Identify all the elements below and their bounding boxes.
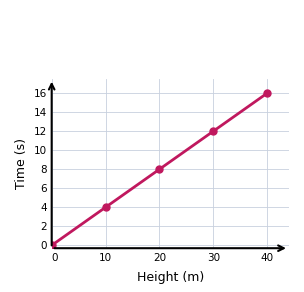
Y-axis label: Time (s): Time (s) bbox=[15, 138, 28, 189]
Text: Time taken for a paper cake case
to fall from different heights: Time taken for a paper cake case to fall… bbox=[35, 18, 269, 46]
X-axis label: Height (m): Height (m) bbox=[136, 271, 204, 284]
